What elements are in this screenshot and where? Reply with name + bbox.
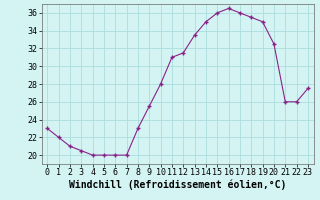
X-axis label: Windchill (Refroidissement éolien,°C): Windchill (Refroidissement éolien,°C) [69,180,286,190]
